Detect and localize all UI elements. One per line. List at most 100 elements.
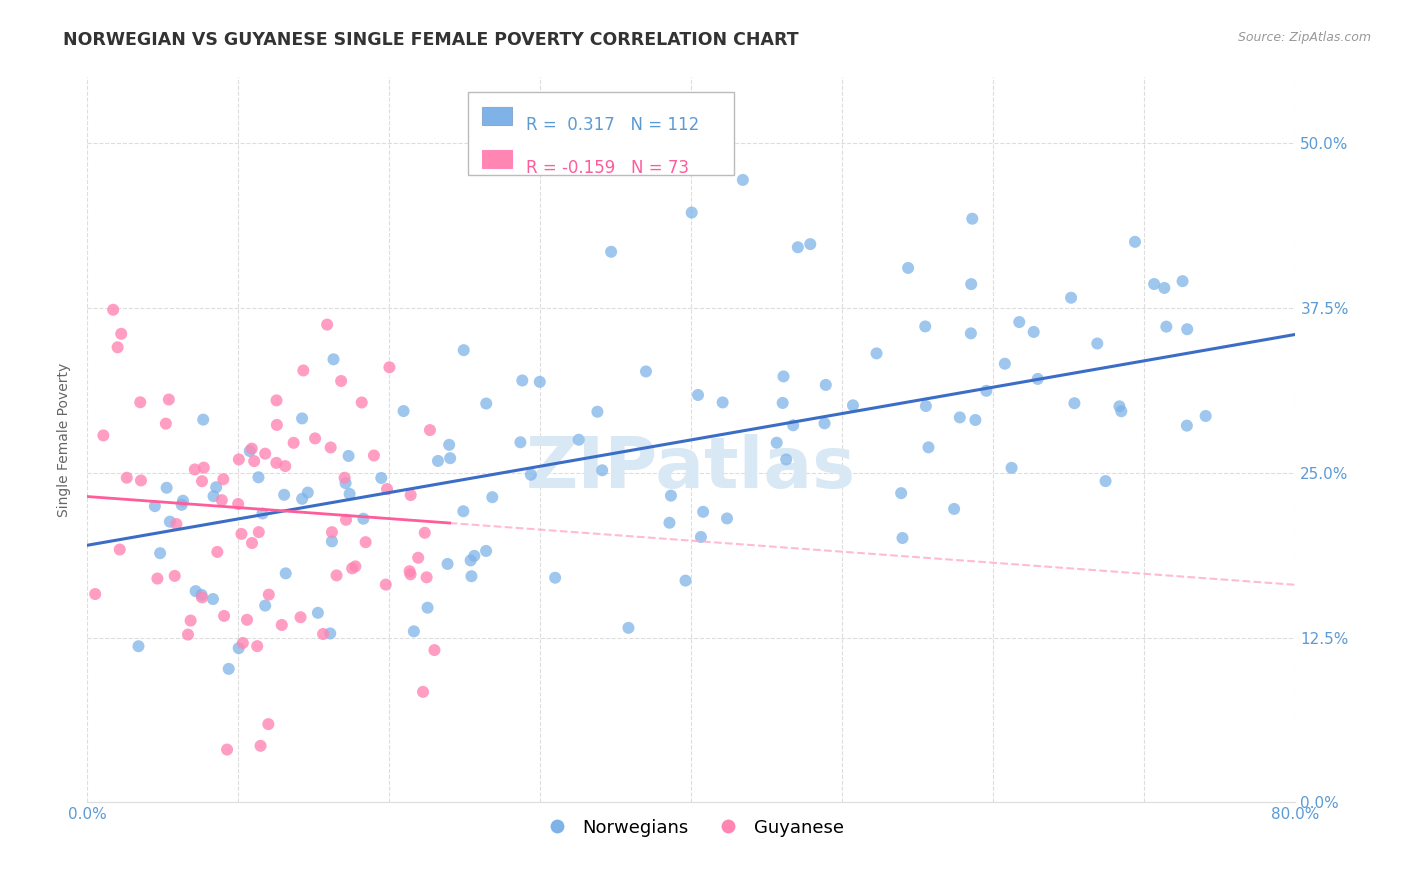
Point (960, 326, 983, 341)
Point (1171, 274, 1194, 288)
Point (157, 392, 180, 407)
Point (340, 561, 363, 575)
Point (177, 627, 200, 641)
Point (1108, 400, 1130, 414)
Point (437, 438, 460, 452)
Point (1085, 336, 1108, 351)
Point (254, 599, 277, 613)
Point (520, 467, 543, 482)
Point (917, 440, 939, 454)
Point (291, 491, 314, 506)
Point (399, 567, 422, 582)
Point (246, 639, 269, 653)
Point (243, 454, 266, 468)
Point (510, 374, 533, 388)
Point (460, 569, 482, 583)
Point (1175, 418, 1198, 433)
Point (205, 480, 228, 494)
Point (453, 504, 475, 518)
Point (273, 488, 295, 502)
Point (190, 588, 212, 602)
Point (159, 515, 181, 529)
Point (890, 486, 912, 500)
Text: R =  0.317   N = 112: R = 0.317 N = 112 (526, 116, 699, 134)
Point (914, 319, 936, 334)
Point (617, 621, 640, 635)
Point (544, 571, 567, 585)
Point (960, 277, 983, 292)
Point (782, 418, 804, 433)
Point (330, 374, 353, 388)
Point (1000, 461, 1022, 475)
Point (226, 497, 249, 511)
Point (962, 211, 984, 226)
Point (1008, 315, 1031, 329)
Point (193, 460, 215, 475)
Point (375, 482, 398, 496)
Point (460, 553, 482, 567)
Point (1143, 277, 1166, 291)
Point (165, 516, 187, 531)
Point (976, 384, 998, 398)
Point (775, 452, 797, 467)
Point (191, 474, 214, 488)
Point (402, 624, 425, 639)
Point (453, 343, 475, 358)
Point (1156, 319, 1178, 334)
Point (1063, 396, 1085, 410)
Point (1153, 281, 1175, 295)
FancyBboxPatch shape (468, 92, 734, 176)
Point (634, 364, 657, 378)
Point (897, 260, 920, 275)
Point (129, 395, 152, 409)
Point (1060, 291, 1083, 305)
Point (509, 435, 531, 450)
Point (274, 566, 297, 581)
Point (107, 340, 129, 354)
Point (865, 346, 887, 360)
Point (201, 592, 224, 607)
Point (155, 417, 177, 431)
Point (711, 395, 734, 409)
Point (406, 550, 429, 565)
Point (202, 489, 225, 503)
Point (586, 405, 609, 419)
Point (239, 444, 262, 458)
Point (127, 639, 149, 653)
Point (240, 442, 263, 456)
Point (231, 527, 253, 541)
Point (322, 352, 344, 367)
Point (325, 568, 347, 582)
Point (232, 636, 254, 650)
Point (1111, 404, 1133, 418)
Point (814, 378, 837, 392)
Point (252, 507, 274, 521)
Point (786, 240, 808, 254)
Point (266, 456, 288, 470)
Point (319, 441, 342, 455)
Point (716, 511, 738, 525)
Point (180, 614, 202, 628)
Point (212, 608, 235, 623)
Point (218, 662, 240, 676)
Point (339, 487, 361, 501)
Point (1175, 322, 1198, 336)
Text: NORWEGIAN VS GUYANESE SINGLE FEMALE POVERTY CORRELATION CHART: NORWEGIAN VS GUYANESE SINGLE FEMALE POVE… (63, 31, 799, 49)
Point (398, 564, 420, 578)
Point (101, 302, 124, 317)
Text: ZIPatlas: ZIPatlas (526, 434, 856, 503)
Point (378, 360, 401, 375)
Point (943, 502, 966, 516)
Point (304, 431, 326, 445)
Point (254, 447, 277, 461)
Point (184, 584, 207, 599)
Point (290, 610, 312, 624)
Point (1026, 372, 1049, 386)
Point (413, 525, 436, 540)
Point (439, 451, 461, 466)
Point (529, 375, 551, 389)
Point (257, 588, 280, 602)
Point (266, 417, 288, 432)
Point (1022, 325, 1045, 339)
Point (772, 396, 794, 410)
